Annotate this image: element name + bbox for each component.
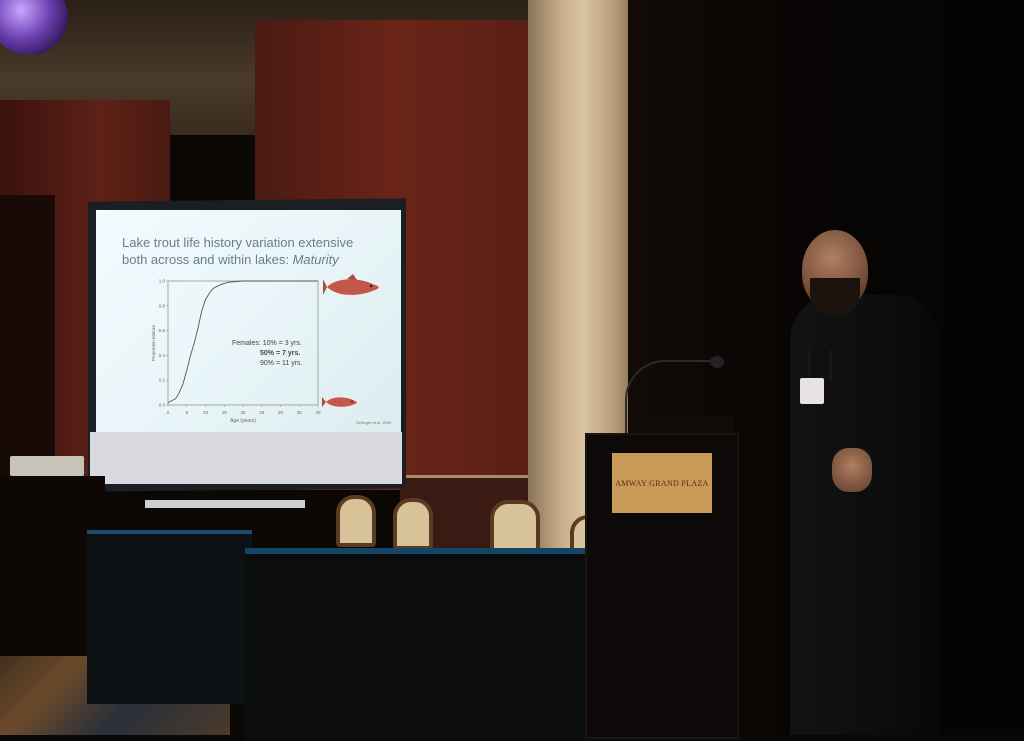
small-trout-illustration [322, 397, 357, 407]
projection-screen [96, 210, 401, 432]
large-trout-illustration [323, 274, 379, 295]
slide-title: Lake trout life history variation extens… [122, 234, 382, 268]
x-axis-label: Age (years) [230, 418, 256, 424]
chair [336, 495, 376, 547]
draped-table-main [245, 548, 635, 741]
microphone [710, 356, 724, 368]
chair [393, 498, 433, 550]
podium-top [634, 417, 734, 437]
y-tick-label: 0.6 [159, 328, 166, 333]
x-tick-label: 5 [185, 410, 188, 415]
maturity-chart: 0 5 10 15 20 25 30 35 40 0.0 0.2 0.4 0.6 0.8 1.0 Age (y… [151, 279, 321, 425]
left-cabinet [0, 195, 55, 485]
lanyard [808, 350, 832, 380]
x-tick-label: 15 [222, 410, 228, 415]
females-10-label: Females: 10% = 3 yrs. [232, 340, 302, 347]
screen-stand [145, 500, 305, 508]
females-90-label: 90% = 11 yrs. [260, 360, 303, 367]
x-tick-label: 40 [315, 410, 321, 415]
y-tick-label: 0.0 [159, 403, 166, 408]
slide-title-text: Lake trout life history variation extens… [122, 235, 354, 267]
podium-sign-text: AMWAY GRAND PLAZA [615, 478, 709, 488]
draped-table-left [87, 530, 252, 704]
microphone-stand [625, 360, 722, 442]
females-annotation: Females: 10% = 3 yrs. 50% = 7 yrs. 90% =… [232, 339, 302, 369]
x-tick-label: 25 [259, 410, 265, 415]
speaker-hand [832, 448, 872, 492]
x-tick-label: 0 [167, 410, 170, 415]
y-tick-label: 0.8 [159, 303, 166, 308]
x-tick-label: 10 [203, 410, 209, 415]
name-badge [800, 378, 824, 404]
x-tick-label: 20 [240, 410, 246, 415]
podium-sign: AMWAY GRAND PLAZA [612, 453, 712, 513]
females-50-label: 50% = 7 yrs. [260, 350, 301, 357]
y-axis-label: Proportion Mature [151, 325, 156, 362]
projector [10, 456, 84, 476]
x-tick-label: 35 [297, 410, 303, 415]
speaker-body [790, 295, 940, 735]
slide-title-emphasis: Maturity [292, 252, 339, 267]
y-tick-label: 1.0 [159, 279, 166, 284]
slide-citation: Sellinger et al. 2006 [356, 420, 392, 425]
y-tick-label: 0.2 [159, 378, 166, 383]
x-tick-label: 30 [278, 410, 284, 415]
maturity-curve-line [167, 280, 318, 403]
screen-lower-panel [90, 432, 402, 484]
speaker-beard [810, 278, 860, 316]
y-tick-label: 0.4 [159, 353, 166, 358]
